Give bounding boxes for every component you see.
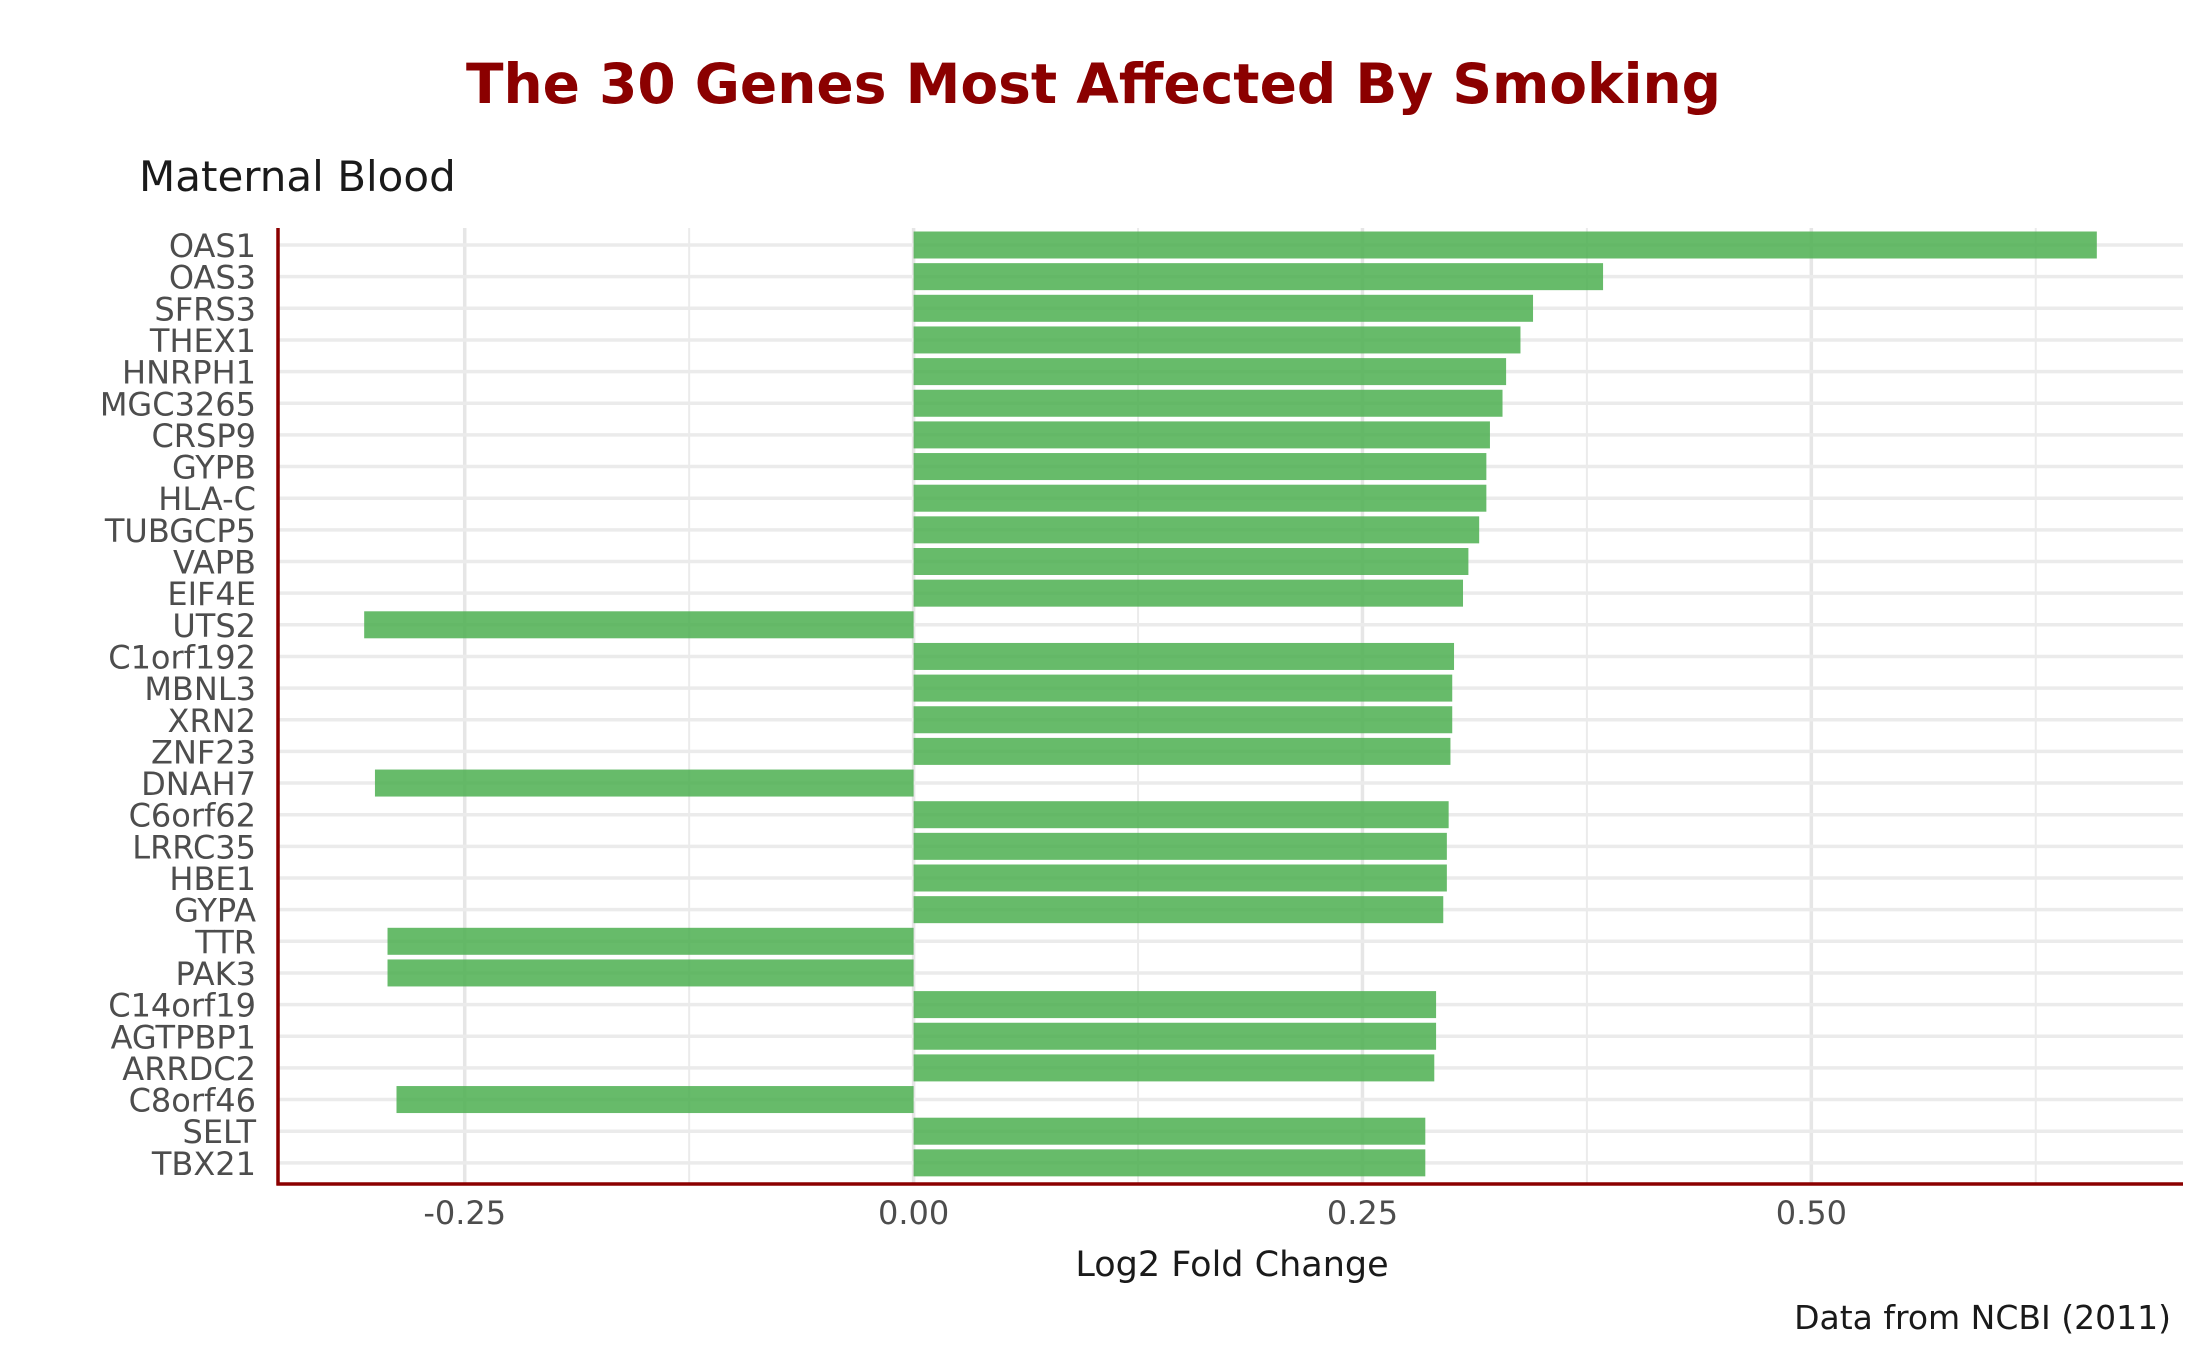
y-tick-label: DNAH7 [141, 765, 256, 803]
y-tick-label: GYPB [172, 449, 256, 487]
x-tick-label: 0.25 [1327, 1194, 1398, 1232]
bar-thex1 [913, 326, 1521, 354]
y-tick-label: SFRS3 [154, 290, 256, 328]
bar-tubgcp5 [913, 516, 1480, 544]
bar-hbe1 [913, 864, 1447, 892]
y-tick-label: TUBGCP5 [104, 512, 256, 550]
y-tick-label: XRN2 [168, 702, 256, 740]
y-tick-label: ARRDC2 [122, 1050, 256, 1088]
y-tick-label: SELT [183, 1113, 257, 1151]
y-tick-label: PAK3 [176, 955, 256, 993]
y-tick-label: UTS2 [172, 607, 256, 645]
y-tick-label: C1orf192 [108, 638, 256, 676]
bar-tbx21 [913, 1149, 1426, 1177]
y-tick-label: OAS3 [169, 259, 256, 297]
y-tick-label: VAPB [173, 544, 256, 582]
bar-znf23 [913, 737, 1451, 765]
x-tick-label: -0.25 [423, 1194, 506, 1232]
y-tick-label: C14orf19 [108, 987, 256, 1025]
bar-pak3 [387, 959, 914, 987]
bar-oas1 [913, 231, 2097, 259]
bar-gypa [913, 896, 1444, 924]
y-tick-label: HNRPH1 [122, 354, 256, 392]
bar-c8orf46 [396, 1086, 914, 1114]
bar-xrn2 [913, 706, 1453, 734]
bar-uts2 [364, 611, 914, 639]
bar-eif4e [913, 579, 1464, 607]
bar-c14orf19 [913, 991, 1437, 1019]
y-tick-label: HBE1 [169, 860, 256, 898]
y-tick-label: TBX21 [151, 1145, 256, 1183]
bar-vapb [913, 548, 1469, 575]
x-tick-label: 0.50 [1776, 1194, 1847, 1232]
bar-agtpbp1 [913, 1022, 1437, 1050]
y-tick-label: THEX1 [149, 322, 256, 360]
y-tick-label: C6orf62 [129, 797, 256, 835]
bar-hnrph1 [913, 358, 1507, 386]
bar-ttr [387, 927, 914, 955]
bar-oas3 [913, 263, 1604, 291]
y-tick-label: AGTPBP1 [111, 1018, 256, 1056]
bar-crsp9 [913, 421, 1490, 449]
bar-hla-c [913, 484, 1487, 512]
bar-lrrc35 [913, 832, 1447, 860]
y-tick-label: MBNL3 [144, 670, 256, 708]
bar-mbnl3 [913, 674, 1453, 702]
bar-mgc3265 [913, 389, 1503, 417]
y-tick-label: ZNF23 [151, 733, 256, 771]
y-tick-label: HLA-C [158, 480, 256, 518]
y-tick-labels: OAS1OAS3SFRS3THEX1HNRPH1MGC3265CRSP9GYPB… [100, 227, 257, 1183]
bar-c6orf62 [913, 801, 1449, 829]
y-tick-label: MGC3265 [100, 385, 256, 423]
x-tick-label: 0.00 [878, 1194, 949, 1232]
bar-c1orf192 [913, 642, 1455, 670]
chart-caption: Data from NCBI (2011) [1794, 1298, 2171, 1337]
y-tick-label: EIF4E [167, 575, 256, 613]
chart-title: The 30 Genes Most Affected By Smoking [465, 52, 1721, 116]
bar-sfrs3 [913, 294, 1534, 322]
bar-selt [913, 1117, 1426, 1145]
x-axis-label: Log2 Fold Change [1075, 1245, 1388, 1285]
x-tick-labels: -0.25 0.00 0.25 0.50 [423, 1194, 1847, 1232]
bar-dnah7 [374, 769, 914, 797]
bars [364, 231, 2097, 1177]
bar-arrdc2 [913, 1054, 1435, 1082]
y-tick-label: CRSP9 [151, 417, 256, 455]
y-tick-label: GYPA [174, 892, 256, 930]
axes [276, 228, 2183, 1186]
y-tick-label: TTR [194, 923, 256, 961]
bar-gypb [913, 453, 1487, 481]
y-tick-label: LRRC35 [132, 828, 256, 866]
y-tick-label: OAS1 [169, 227, 256, 265]
chart-subtitle: Maternal Blood [139, 152, 456, 201]
y-tick-label: C8orf46 [129, 1082, 256, 1120]
